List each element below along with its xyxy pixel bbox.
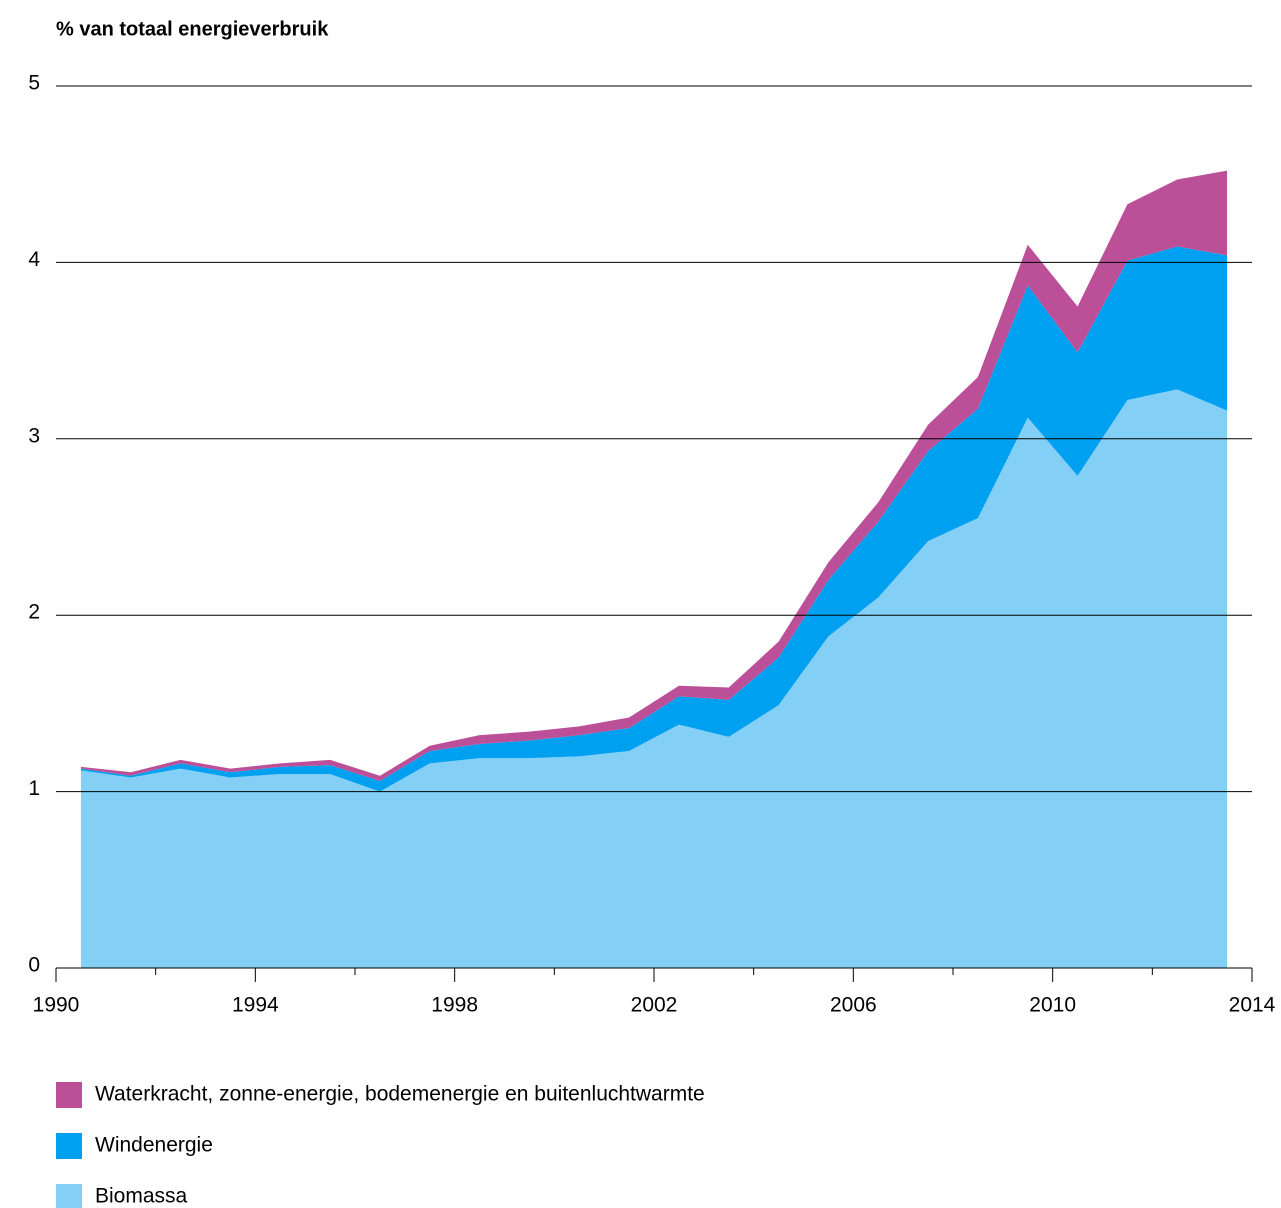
area (80, 246, 1228, 792)
y-tick-label: 0 (28, 954, 40, 977)
area (80, 389, 1228, 969)
legend-label: Waterkracht, zonne-energie, bodemenergie… (95, 1083, 705, 1106)
legend-swatch (56, 1133, 82, 1159)
y-tick-label: 3 (28, 424, 40, 447)
x-tick-label: 1994 (232, 994, 279, 1017)
y-tick-label: 2 (28, 601, 40, 624)
x-tick-label: 1990 (33, 994, 80, 1017)
legend-label: Biomassa (95, 1185, 188, 1208)
x-tick-label: 1998 (431, 994, 478, 1017)
chart-title: % van totaal energieverbruik (56, 18, 329, 40)
x-tick-label: 2006 (830, 994, 877, 1017)
x-tick-label: 2002 (631, 994, 678, 1017)
legend-swatch (56, 1082, 82, 1108)
y-tick-label: 4 (28, 248, 40, 271)
x-tick-label: 2014 (1229, 994, 1276, 1017)
y-tick-label: 1 (28, 777, 40, 800)
x-tick-label: 2010 (1029, 994, 1076, 1017)
y-tick-label: 5 (28, 72, 40, 95)
legend-label: Windenergie (95, 1134, 213, 1157)
legend-swatch (56, 1184, 82, 1208)
